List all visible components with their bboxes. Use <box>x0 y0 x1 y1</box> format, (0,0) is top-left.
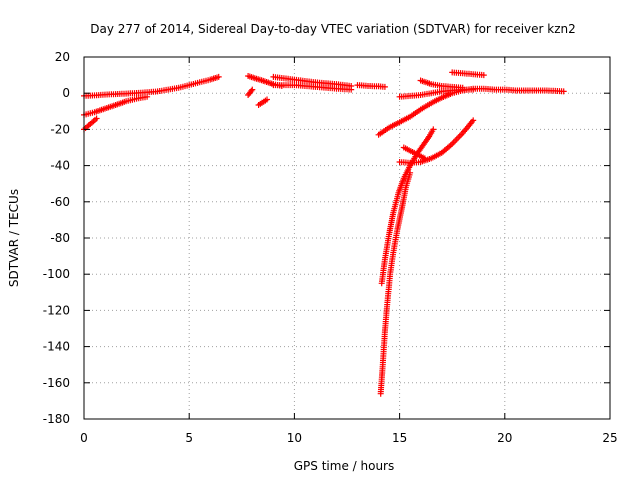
data-point <box>249 86 256 93</box>
data-point <box>93 115 100 122</box>
data-point <box>144 93 151 100</box>
data-point <box>348 86 355 93</box>
y-tick-label: -60 <box>50 195 70 209</box>
y-tick-label: -20 <box>50 122 70 136</box>
axes: 0 5 10 15 20 25 20 0 -20 -40 -60 -80 -100 -120 -140 -16… <box>43 50 618 445</box>
y-tick-label: -180 <box>43 412 70 426</box>
data-point <box>421 155 428 162</box>
y-axis-label: SDTVAR / TECUs <box>7 189 21 287</box>
y-tick-label: -160 <box>43 376 70 390</box>
data-point <box>248 87 255 94</box>
x-tick-label: 25 <box>602 431 617 445</box>
y-tick-label: -100 <box>43 267 70 281</box>
plot-frame <box>83 56 611 420</box>
data-point <box>459 84 466 91</box>
y-tick-label: -120 <box>43 303 70 317</box>
data-point <box>430 126 437 133</box>
y-tick-label: -140 <box>43 340 70 354</box>
x-tick-label: 20 <box>497 431 512 445</box>
data-point <box>215 73 222 80</box>
y-tick-label: -80 <box>50 231 70 245</box>
data-point <box>407 169 414 176</box>
x-tick-label: 15 <box>392 431 407 445</box>
grid-lines <box>84 57 610 419</box>
x-tick-label: 5 <box>185 431 193 445</box>
data-point <box>560 88 567 95</box>
data-point <box>470 117 477 124</box>
data-point <box>264 96 270 103</box>
chart-title: Day 277 of 2014, Sidereal Day-to-day VTE… <box>90 22 576 36</box>
x-axis-label: GPS time / hours <box>294 459 395 473</box>
data-points <box>81 69 567 397</box>
y-tick-label: -40 <box>50 159 70 173</box>
data-point <box>381 83 388 90</box>
x-tick-label: 0 <box>80 431 88 445</box>
y-tick-label: 20 <box>55 50 70 64</box>
data-point <box>480 72 487 79</box>
data-point <box>470 86 477 93</box>
y-tick-label: 0 <box>62 86 70 100</box>
x-tick-label: 10 <box>287 431 302 445</box>
